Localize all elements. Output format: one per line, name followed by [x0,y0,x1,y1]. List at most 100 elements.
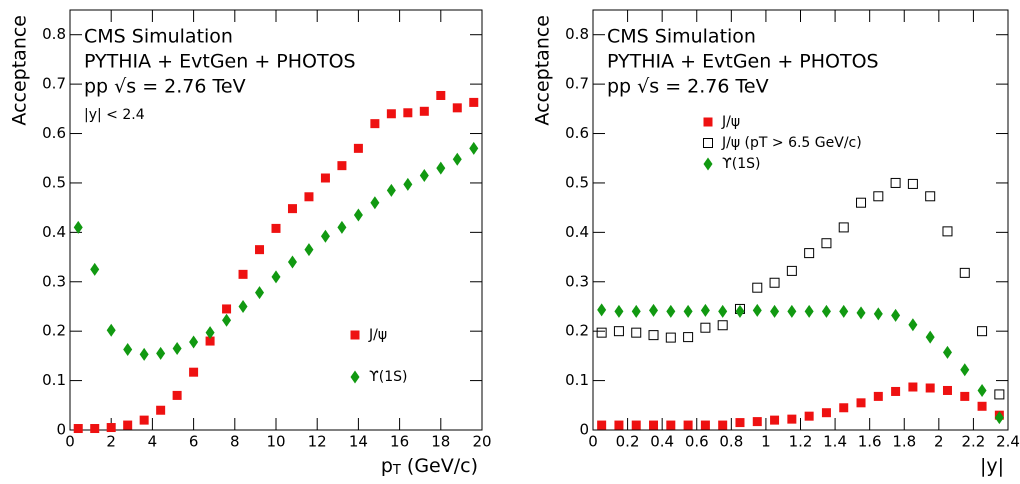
y-tick-label: 0.7 [42,75,66,93]
marker [172,390,182,400]
marker [838,222,849,233]
x-axis-label-part: T [392,463,401,478]
annotation: PYTHIA + EvtGen + PHOTOS [84,51,356,73]
marker [205,326,215,340]
x-tick-label: 1.6 [858,433,882,451]
marker [649,303,659,317]
x-tick-label: 18 [431,433,450,451]
x-axis-label-part: |y| [980,455,1004,477]
marker [386,109,396,119]
marker [839,304,849,318]
plot-frame [592,9,1009,431]
marker [287,255,297,269]
x-tick-label: 0 [588,433,598,451]
marker [106,423,116,433]
x-tick-label: 2 [934,433,944,451]
marker [452,152,462,166]
marker [994,411,1004,425]
marker [856,398,866,408]
x-tick-label: 0 [65,433,75,451]
marker [907,178,918,189]
marker [614,304,624,318]
marker [156,405,166,415]
x-tick-label: 4 [148,433,158,451]
marker [735,418,745,428]
marker [804,304,814,318]
marker [925,383,935,393]
y-tick-label: 0.4 [565,223,589,241]
marker [770,304,780,318]
marker [770,415,780,425]
y-tick-label: 0 [579,421,589,439]
marker [718,420,728,430]
marker [873,307,883,321]
marker [891,386,901,396]
x-tick-label: 2.4 [996,433,1020,451]
marker [73,220,83,234]
annotation: PYTHIA + EvtGen + PHOTOS [607,51,879,73]
chart: 0 2 4 6 8 10 12 14 16 18 20 0 0.1 0.2 0.3 0.4 0.5 0.6 0.7 0… [9,9,492,478]
marker [597,420,607,430]
legend-marker [703,138,713,148]
marker [271,270,281,284]
x-tick-label: 0.2 [616,433,640,451]
annotation: CMS Simulation [84,26,233,48]
x-tick-label: 0.8 [719,433,743,451]
y-tick-label: 0.8 [565,25,589,43]
y-tick-label: 0.3 [42,272,66,290]
x-tick-label: 1 [761,433,771,451]
x-tick-label: 2.2 [961,433,985,451]
x-tick-label: 20 [472,433,491,451]
y-axis-label: Acceptance [9,15,31,126]
marker [665,332,676,343]
marker [787,304,797,318]
marker [804,248,815,259]
x-axis-label: |y| [980,455,1004,477]
marker [735,304,745,318]
marker [90,262,100,276]
marker [613,326,624,337]
marker [752,282,763,293]
x-tick-label: 14 [349,433,368,451]
marker [752,417,762,427]
marker [977,383,987,397]
marker [90,424,100,434]
marker [700,303,710,317]
marker [666,304,676,318]
legend-label: ϒ(1S) [369,369,408,385]
marker [717,320,728,331]
x-tick-label: 1.4 [823,433,847,451]
x-axis-label-part: p [381,455,393,477]
marker [700,322,711,333]
y-tick-label: 0.6 [42,124,66,142]
marker [821,408,831,418]
marker [353,143,363,153]
marker [631,327,642,338]
marker [73,424,83,434]
x-tick-label: 2 [106,433,116,451]
marker [786,265,797,276]
marker [683,332,694,343]
plot-frame [69,9,483,431]
marker [683,304,693,318]
marker [648,330,659,341]
marker [139,415,149,425]
y-tick-label: 0.1 [565,371,589,389]
x-tick-label: 1.2 [789,433,813,451]
marker [156,346,166,360]
annotation: pp √s = 2.76 TeV [607,76,769,98]
annotation: pp √s = 2.76 TeV [84,76,246,98]
marker [804,411,814,421]
marker [469,97,479,107]
legend-label: J/ψ (pT > 6.5 GeV/c) [721,135,862,151]
annotation: CMS Simulation [607,26,756,48]
marker [436,90,446,100]
marker [403,108,413,118]
marker [700,420,710,430]
marker [304,243,314,257]
marker [821,238,832,249]
marker [106,323,116,337]
x-tick-label: 12 [308,433,327,451]
marker [856,197,867,208]
